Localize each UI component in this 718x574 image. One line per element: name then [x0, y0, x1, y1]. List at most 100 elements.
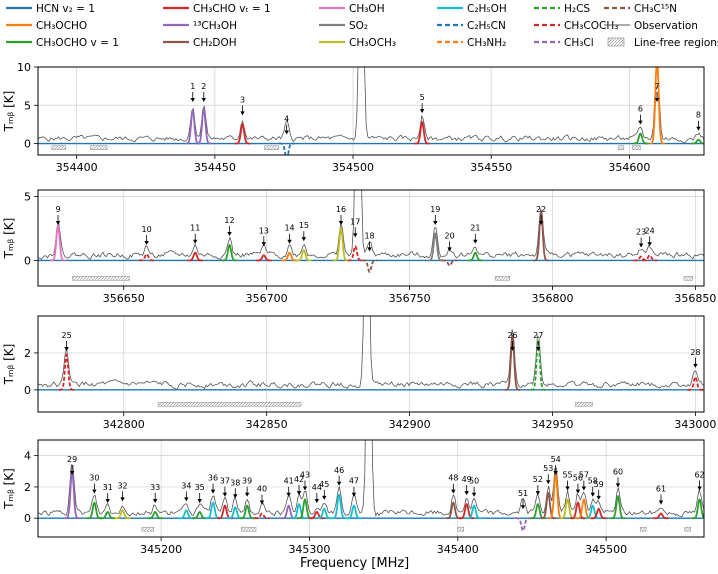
model-line: [467, 251, 483, 262]
model-line: [649, 67, 665, 145]
line-label: 22: [536, 205, 546, 214]
model-line: [530, 502, 546, 520]
line-arrowhead: [451, 489, 456, 494]
line-label: 38: [230, 478, 240, 487]
line-label: 40: [257, 485, 267, 494]
panel-frame: [37, 66, 705, 156]
line-free-region: [631, 145, 641, 150]
line-free-region: [575, 401, 593, 407]
line-arrowhead: [296, 491, 302, 496]
legend-label: CH₃OCH₃: [349, 37, 396, 49]
line-label: 15: [299, 221, 309, 230]
line-label: 19: [430, 205, 440, 214]
model-line: [279, 142, 295, 155]
line-arrowhead: [64, 347, 69, 351]
line-arrowhead: [510, 347, 515, 351]
line-arrowhead: [301, 237, 307, 242]
spectrum-panel: 1 2 3 4 5 6 7 8 354400 354450 354500 354550 354600 0 5…: [2, 61, 705, 174]
line-label: 50: [469, 477, 479, 486]
legend-entry: HCN v₂ = 1: [6, 3, 95, 15]
y-axis-label: Tₘᵦ [K]: [2, 218, 16, 260]
line-free-region: [157, 401, 302, 407]
y-tick-label: 0: [24, 512, 31, 525]
legend-entry: CH₃COCH₃: [534, 20, 618, 32]
y-tick-label: 0: [24, 384, 31, 397]
line-label: 35: [195, 483, 205, 492]
model-line: [281, 251, 298, 262]
line-arrowhead: [338, 221, 344, 225]
line-arrowhead: [464, 491, 469, 496]
model-line: [591, 507, 607, 520]
line-arrowhead: [286, 492, 291, 497]
line-label: 41: [284, 477, 294, 486]
legend-entry: C₂H₅OH: [437, 3, 507, 15]
model-line: [254, 512, 270, 520]
line-label: 11: [190, 224, 200, 233]
line-arrowhead: [302, 486, 308, 491]
model-line: [138, 253, 155, 262]
line-arrowhead: [658, 500, 664, 505]
line-label: 61: [656, 485, 666, 494]
legend-entry: CH₃OCHO v = 1: [6, 37, 119, 49]
observation-trace: [38, 440, 704, 518]
legend-entry: CH₂DOH: [163, 37, 237, 49]
model-line: [414, 120, 430, 145]
x-tick-label: 356650: [103, 292, 145, 305]
y-tick-label: 0: [24, 254, 31, 267]
y-tick-label: 2: [24, 347, 31, 360]
line-label: 4: [284, 115, 289, 124]
line-free-region: [141, 526, 154, 532]
line-label: 33: [150, 483, 160, 492]
model-line: [296, 249, 312, 262]
line-label: 39: [242, 477, 252, 486]
line-label: 5: [420, 93, 425, 102]
line-label: 27: [533, 331, 543, 340]
line-arrowhead: [190, 98, 195, 102]
panel-frame: [37, 315, 705, 413]
line-label: 34: [181, 481, 191, 490]
line-free-region: [240, 526, 257, 532]
line-label: 45: [319, 480, 329, 489]
line-arrowhead: [581, 486, 587, 491]
line-arrowhead: [240, 111, 245, 116]
x-tick-label: 343000: [674, 418, 716, 431]
line-label: 56: [573, 474, 583, 483]
legend-label: CH₃OCHO: [36, 20, 87, 32]
line-label: 55: [562, 470, 572, 479]
model-line: [50, 223, 66, 262]
model-line: [610, 494, 626, 520]
legend-label: C₂H₅CN: [467, 20, 506, 32]
line-arrowhead: [233, 494, 238, 499]
x-tick-label: 356750: [389, 292, 431, 305]
model-line: [221, 243, 238, 262]
line-label: 10: [142, 225, 152, 234]
legend-label: Observation: [634, 20, 698, 32]
line-arrowhead: [210, 489, 216, 494]
line-label: 8: [696, 111, 701, 120]
line-label: 48: [448, 474, 458, 483]
line-label: 47: [349, 477, 359, 486]
x-tick-label: 354500: [332, 161, 374, 174]
model-line: [64, 468, 80, 520]
line-arrowhead: [55, 221, 61, 225]
model-line: [361, 259, 378, 273]
line-arrowhead: [536, 347, 541, 351]
line-arrowhead: [697, 486, 702, 491]
line-arrowhead: [638, 243, 644, 248]
x-tick-label: 345400: [437, 543, 479, 556]
line-label: 14: [284, 224, 294, 233]
line-arrowhead: [473, 239, 478, 244]
legend-label: CH₃NH₂: [467, 37, 506, 49]
model-line: [196, 106, 212, 145]
model-line: [333, 226, 349, 262]
line-free-region: [684, 526, 691, 532]
line-label: 46: [334, 466, 344, 475]
line-label: 49: [462, 475, 472, 484]
line-label: 58: [588, 477, 598, 486]
y-tick-label: 5: [24, 99, 31, 112]
line-arrowhead: [336, 481, 342, 486]
line-arrowhead: [353, 233, 358, 238]
legend-entry: CH₃NH₂: [437, 37, 506, 49]
model-line: [331, 493, 347, 520]
